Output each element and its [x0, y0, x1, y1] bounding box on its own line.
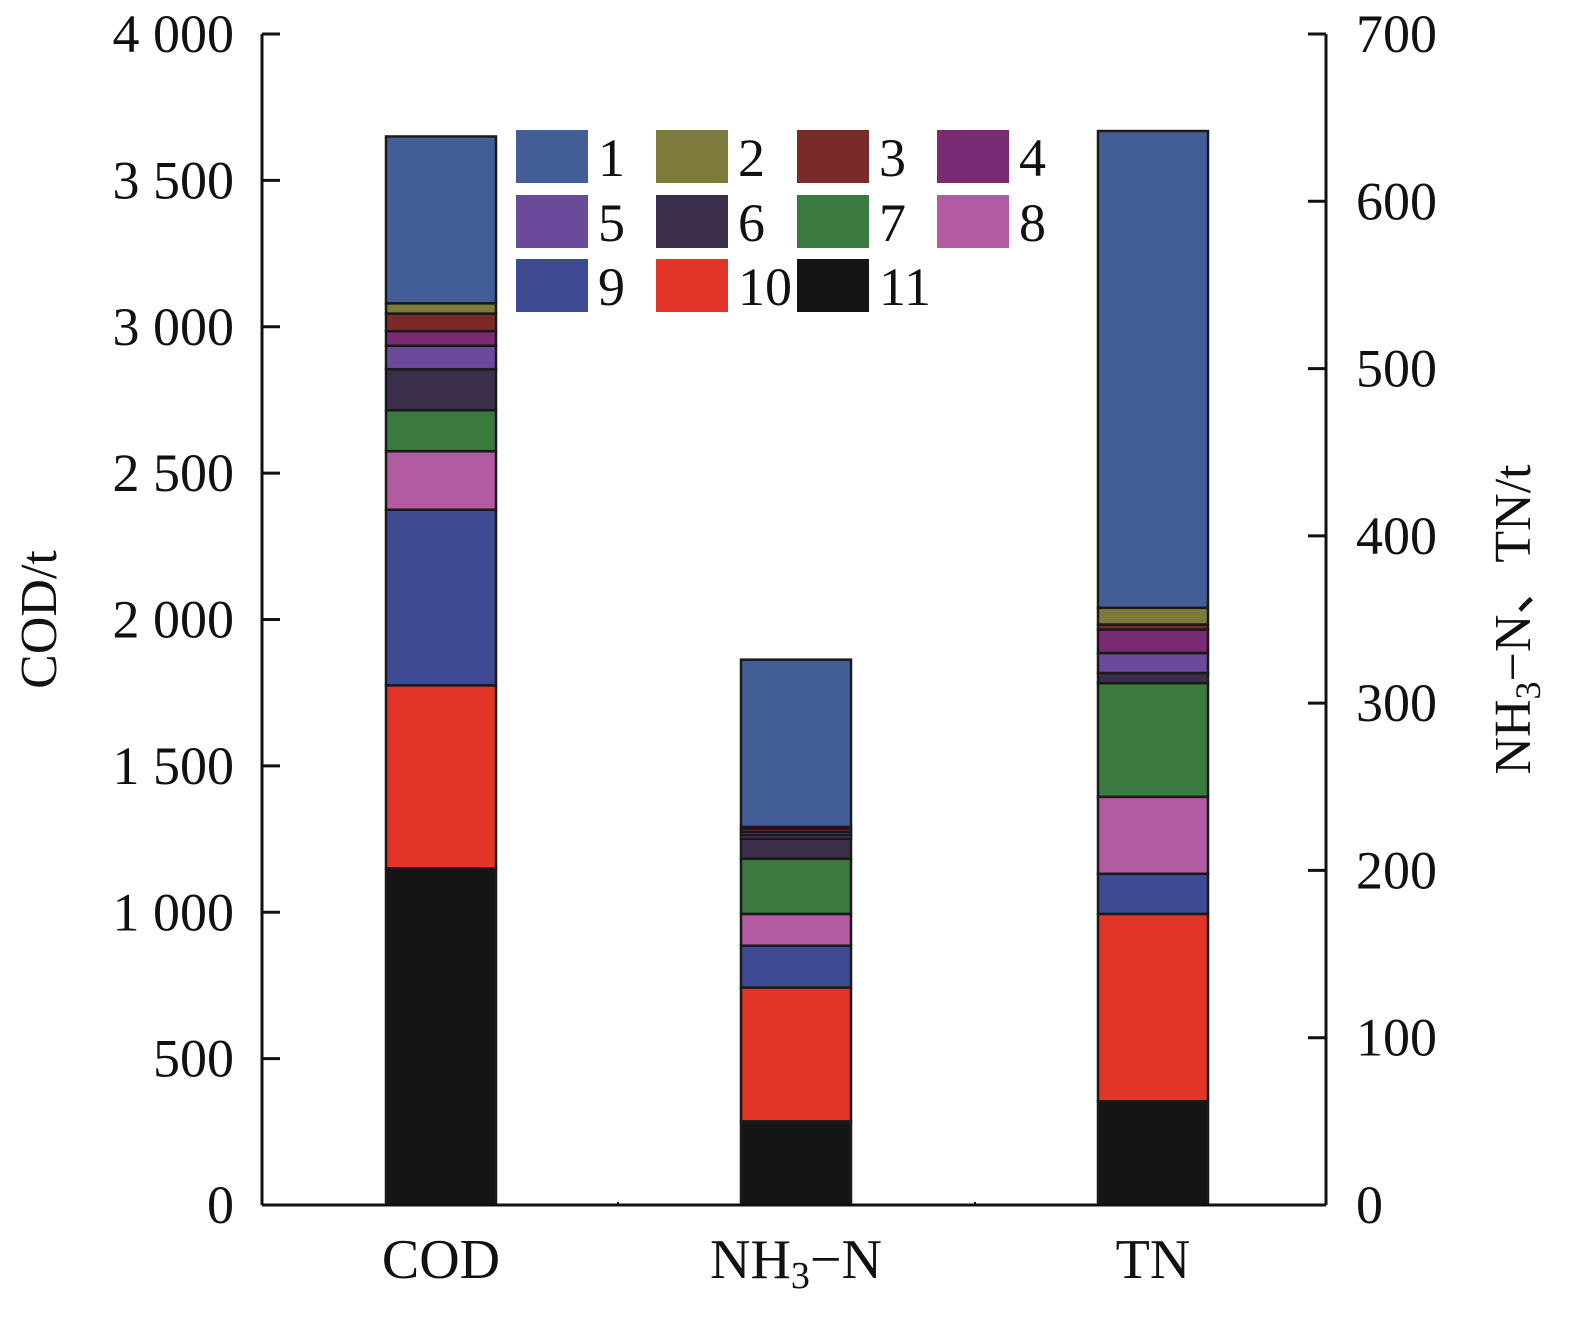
left-tick-label: 1 000 — [113, 882, 235, 942]
bar-cod-series-3 — [384, 312, 498, 333]
bar-cod-series-4 — [384, 329, 498, 348]
legend-swatch-7 — [797, 195, 869, 248]
legend-swatch-2 — [656, 130, 728, 183]
right-tick-label: 100 — [1356, 1008, 1437, 1068]
left-tick-label: 0 — [207, 1175, 234, 1235]
right-tick-label: 700 — [1356, 4, 1437, 64]
legend-swatch-5 — [516, 195, 588, 248]
legend-swatch-6 — [656, 195, 728, 248]
bar-cod-series-2 — [384, 302, 498, 315]
left-tick-label: 3 000 — [113, 297, 235, 357]
legend-swatch-10 — [656, 259, 728, 312]
legend-swatch-1 — [516, 130, 588, 183]
legend-label-1: 1 — [598, 128, 625, 188]
right-tick-label: 600 — [1356, 171, 1437, 231]
right-tick-label: 200 — [1356, 840, 1437, 900]
legend-swatch-11 — [797, 259, 869, 312]
bar-cod-series-1 — [384, 135, 498, 305]
legend-label-5: 5 — [598, 193, 625, 253]
bar-tn-series-5 — [1096, 651, 1210, 675]
bar-nh-n-series-9 — [739, 944, 853, 989]
legend-label-3: 3 — [879, 128, 906, 188]
bar-tn-series-11 — [1096, 1100, 1210, 1207]
bar-cod-series-7 — [384, 408, 498, 453]
bar-nh-n-series-8 — [739, 912, 853, 947]
bar-cod-series-10 — [384, 684, 498, 870]
right-tick-label: 0 — [1356, 1175, 1383, 1235]
bar-tn-series-9 — [1096, 872, 1210, 916]
legend-label-6: 6 — [738, 193, 765, 253]
bar-tn-series-4 — [1096, 628, 1210, 655]
category-label-nh-n: NH3−N — [710, 1229, 882, 1297]
bar-nh-n-series-11 — [739, 1120, 853, 1207]
legend-swatch-3 — [797, 130, 869, 183]
left-axis-title: COD/t — [11, 550, 68, 689]
bar-cod-series-11 — [384, 867, 498, 1207]
bar-tn-series-1 — [1096, 129, 1210, 610]
bar-cod-series-6 — [384, 367, 498, 412]
legend-label-11: 11 — [879, 257, 931, 317]
left-tick-label: 4 000 — [113, 4, 235, 64]
bar-nh-n-series-10 — [739, 986, 853, 1123]
bar-cod-series-9 — [384, 508, 498, 687]
left-tick-label: 500 — [153, 1029, 234, 1089]
right-axis-title: NH3−N、TN/t — [1485, 464, 1548, 775]
bar-segments — [384, 129, 1210, 1207]
bar-nh-n-series-7 — [739, 857, 853, 916]
legend-swatch-9 — [516, 259, 588, 312]
left-tick-label: 3 500 — [113, 150, 235, 210]
bar-tn-series-6 — [1096, 671, 1210, 685]
bar-tn-series-8 — [1096, 795, 1210, 876]
bar-cod-series-5 — [384, 344, 498, 371]
right-tick-label: 300 — [1356, 673, 1437, 733]
left-tick-label: 1 500 — [113, 736, 235, 796]
left-tick-label: 2 000 — [113, 590, 235, 650]
legend-label-8: 8 — [1019, 193, 1046, 253]
bar-cod-series-8 — [384, 449, 498, 511]
legend: 1 2 3 4 5 6 7 8 9 10 11 — [516, 128, 1046, 317]
axes: COD NH3−N TN 0 500 1 000 1 500 2 000 2 500 3 000 3… — [11, 4, 1548, 1297]
category-label-cod: COD — [382, 1229, 500, 1291]
bar-nh-n-series-1 — [739, 658, 853, 829]
legend-label-2: 2 — [738, 128, 765, 188]
category-label-tn: TN — [1116, 1229, 1191, 1291]
left-tick-label: 2 500 — [113, 443, 235, 503]
right-tick-label: 500 — [1356, 339, 1437, 399]
legend-label-4: 4 — [1019, 128, 1046, 188]
legend-swatch-8 — [937, 195, 1009, 248]
legend-label-10: 10 — [738, 257, 792, 317]
bar-tn-series-2 — [1096, 606, 1210, 626]
bar-tn-series-7 — [1096, 681, 1210, 799]
bar-nh-n-series-6 — [739, 837, 853, 860]
right-tick-label: 400 — [1356, 506, 1437, 566]
legend-label-9: 9 — [598, 257, 625, 317]
legend-label-7: 7 — [879, 193, 906, 253]
legend-swatch-4 — [937, 130, 1009, 183]
bar-tn-series-10 — [1096, 912, 1210, 1103]
